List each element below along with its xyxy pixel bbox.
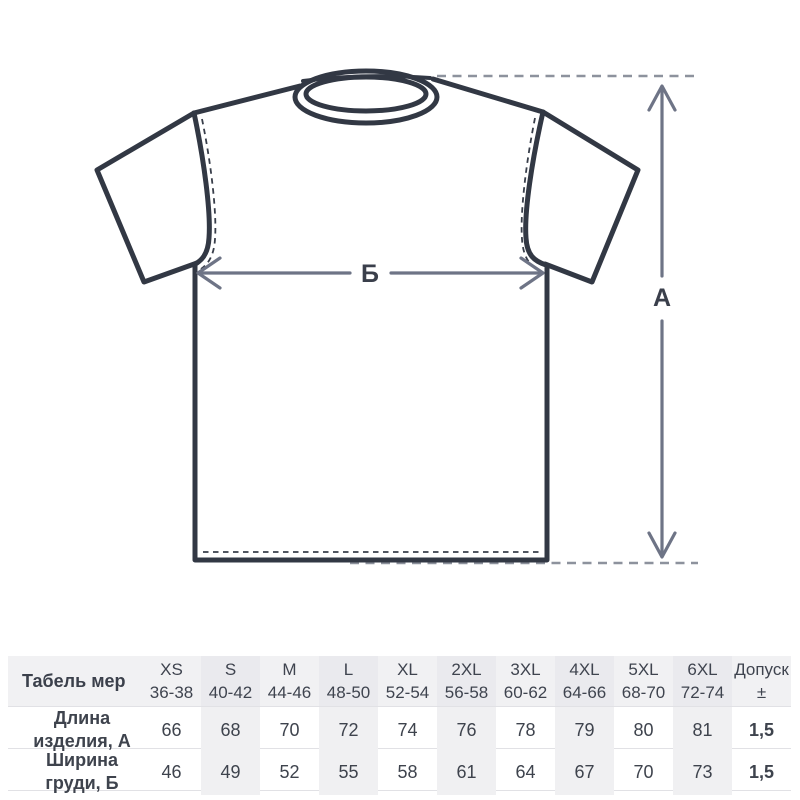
size-table-row-width: Ширина груди, Б 46 49 52 55 58 61 64 67 70 73 1,5 (8, 749, 791, 795)
length-arrow-head-top (647, 84, 677, 112)
value-cell: 67 (555, 749, 614, 795)
row-label-cell: Ширина груди, Б (45, 750, 119, 793)
value-cell: 78 (515, 719, 536, 740)
header-cell-2XL: 2XL 56-58 (437, 656, 496, 706)
size-label: S (224, 660, 237, 679)
size-label: XS (160, 660, 183, 679)
size-range-label: 68-70 (621, 683, 666, 702)
value-cell: 73 (673, 749, 732, 795)
header-cell-M: M 44-46 (260, 656, 319, 706)
left-armhole-seam (191, 110, 212, 267)
tshirt-right-sleeve (540, 109, 641, 285)
length-arrow-head-bottom (647, 531, 677, 559)
width-arrow-head-right (519, 256, 545, 290)
size-range-label: 44-46 (267, 683, 312, 702)
value-cell: 68 (201, 707, 260, 753)
tshirt-body-outline (192, 261, 550, 563)
size-range-label: ± (756, 683, 767, 702)
header-cell-4XL: 4XL 64-66 (555, 656, 614, 706)
header-cell-6XL: 6XL 72-74 (673, 656, 732, 706)
size-label: XL (397, 660, 418, 679)
value-cell: 74 (397, 719, 418, 740)
value-cell: 46 (161, 761, 182, 782)
value-cell: 76 (437, 707, 496, 753)
table-title-cell: Табель мер (22, 670, 126, 691)
size-table-header-row: Табель мер XS 36-38 S 40-42 M 44-46 L 48-50 XL 52-… (8, 656, 791, 707)
size-label: 2XL (451, 660, 482, 679)
tshirt-measurement-diagram: Б А (94, 68, 698, 565)
header-cell-5XL: 5XL 68-70 (614, 656, 673, 706)
value-cell: 80 (633, 719, 654, 740)
size-label: Допуск (734, 660, 789, 679)
size-range-label: 56-58 (444, 683, 489, 702)
header-cell-L: L 48-50 (319, 656, 378, 706)
value-cell: 64 (515, 761, 536, 782)
size-range-label: 36-38 (149, 683, 194, 702)
size-label: 4XL (569, 660, 600, 679)
collar-inner-ellipse (303, 74, 429, 114)
header-cell-Допуск: Допуск ± (732, 656, 791, 706)
right-armhole-seam (523, 109, 549, 268)
value-cell: 72 (319, 707, 378, 753)
tolerance-cell: 1,5 (748, 719, 775, 740)
size-label: L (343, 660, 354, 679)
size-label: M (282, 660, 297, 679)
length-dimension-label: А (653, 284, 671, 312)
value-cell: 81 (673, 707, 732, 753)
value-cell: 66 (161, 719, 182, 740)
value-cell: 49 (201, 749, 260, 795)
left-shoulder-seam (191, 83, 303, 116)
tolerance-cell: 1,5 (748, 761, 775, 782)
size-label: 5XL (628, 660, 659, 679)
size-range-label: 60-62 (503, 683, 548, 702)
width-arrow-head-left (196, 256, 222, 290)
size-table-row-length: Длина изделия, А 66 68 70 72 74 76 78 79 80 81 1,5 (8, 707, 791, 753)
right-shoulder-seam (430, 76, 546, 115)
header-cell-3XL: 3XL 60-62 (496, 656, 555, 706)
width-dimension-label: Б (361, 260, 379, 288)
size-range-label: 72-74 (680, 683, 725, 702)
size-label: 3XL (510, 660, 541, 679)
value-cell: 70 (633, 761, 654, 782)
value-cell: 79 (555, 707, 614, 753)
right-armhole-stitch-line (520, 117, 537, 270)
header-cell-XS: XS 36-38 (142, 656, 201, 706)
value-cell: 55 (319, 749, 378, 795)
value-cell: 58 (397, 761, 418, 782)
left-armhole-stitch-line (200, 118, 217, 270)
row-label-cell: Длина изделия, А (33, 708, 131, 751)
value-cell: 70 (279, 719, 300, 740)
header-cell-XL: XL 52-54 (378, 656, 437, 706)
size-table: Табель мер XS 36-38 S 40-42 M 44-46 L 48-50 XL 52-… (8, 656, 791, 795)
size-range-label: 64-66 (562, 683, 607, 702)
size-range-label: 40-42 (208, 683, 253, 702)
value-cell: 52 (279, 761, 300, 782)
size-label: 6XL (687, 660, 718, 679)
collar-outer-ellipse (292, 68, 440, 126)
header-cell-S: S 40-42 (201, 656, 260, 706)
size-range-label: 48-50 (326, 683, 371, 702)
collar-back-neck-line (301, 74, 432, 83)
size-range-label: 52-54 (385, 683, 430, 702)
tshirt-left-sleeve (94, 110, 200, 285)
value-cell: 61 (437, 749, 496, 795)
